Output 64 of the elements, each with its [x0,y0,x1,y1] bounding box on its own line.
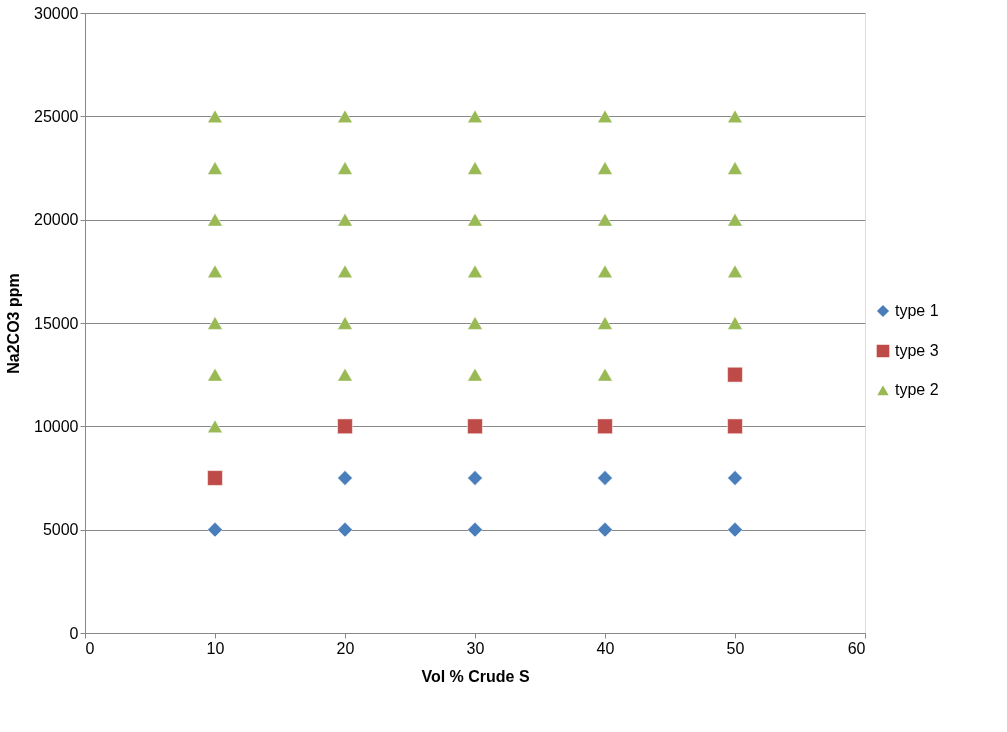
point [727,212,743,227]
y-tick-label: 0 [69,624,79,642]
y-tick-label: 5000 [42,521,79,539]
point [337,367,353,382]
point [337,316,353,330]
point [727,109,743,124]
point [597,367,613,382]
legend-label: type 1 [895,302,939,319]
x-tick-label: 40 [596,639,615,657]
y-tick-label: 10000 [34,417,79,435]
point [467,212,483,227]
point [207,316,223,330]
point [207,470,223,486]
x-tick-label: 50 [726,639,745,657]
point [597,109,613,124]
point [337,418,353,434]
point [207,367,223,382]
x-tick-label: 60 [847,639,866,657]
point [727,316,743,330]
point [727,161,743,175]
point [207,264,223,279]
point [467,522,483,538]
point [597,212,613,227]
x-tick-label: 20 [336,639,355,657]
point [467,109,483,124]
point [337,470,353,486]
point [207,109,223,124]
point [597,316,613,330]
point [597,161,613,175]
legend-label: type 3 [895,342,939,359]
point [467,316,483,330]
point [467,470,483,486]
y-tick-label: 25000 [34,107,79,125]
point [337,522,353,538]
point [467,418,483,434]
y-axis-title: Na2CO3 ppm [5,273,23,374]
point [467,161,483,175]
x-tick-label: 10 [206,639,225,657]
x-tick-label: 30 [466,639,485,657]
point [467,367,483,382]
point [467,264,483,279]
point [727,264,743,279]
point [597,470,613,486]
y-tick-label: 15000 [34,314,79,332]
legend-label: type 2 [895,381,939,398]
point [207,212,223,227]
point [597,264,613,279]
point [597,418,613,434]
point [337,212,353,227]
point [337,264,353,279]
point [207,419,223,434]
point [207,522,223,538]
point [597,522,613,538]
point [727,418,743,434]
x-axis-title: Vol % Crude S [421,667,530,685]
point [337,161,353,175]
x-tick-label: 0 [85,639,95,657]
y-tick-label: 30000 [34,4,79,22]
y-tick-label: 20000 [34,211,79,229]
point [727,367,743,383]
point [727,522,743,538]
point [727,470,743,486]
point [337,109,353,124]
point [207,161,223,175]
